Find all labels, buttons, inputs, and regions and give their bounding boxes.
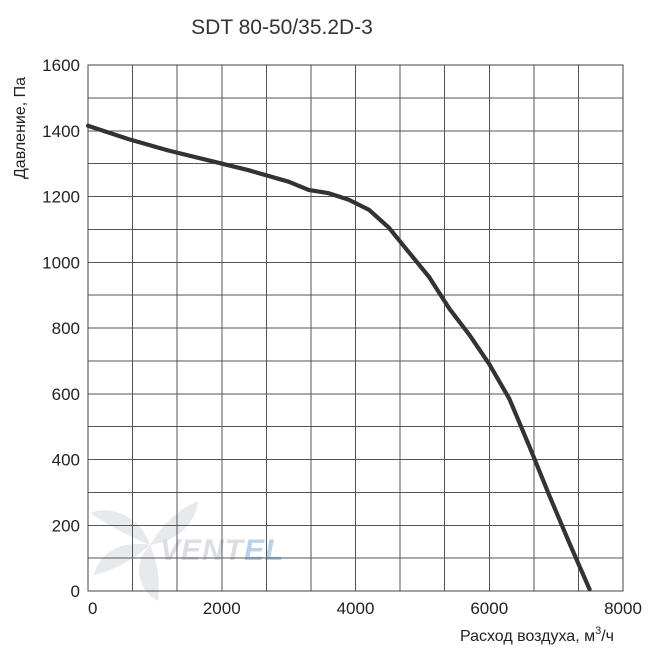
watermark-brand-accent: EL [244, 534, 284, 567]
y-tick-label: 600 [52, 385, 80, 404]
y-tick-label: 800 [52, 319, 80, 338]
x-tick-label: 2000 [203, 599, 241, 618]
y-tick-labels: 0 200 400 600 800 1000 1200 1400 1600 [42, 56, 80, 601]
y-tick-label: 0 [71, 582, 80, 601]
series-curve [85, 123, 592, 592]
fan-logo-icon [90, 501, 198, 601]
y-tick-label: 400 [52, 451, 80, 470]
x-tick-label: 6000 [470, 599, 508, 618]
y-tick-label: 200 [52, 516, 80, 535]
x-axis-label-sup: 3 [595, 625, 601, 637]
x-tick-label: 8000 [604, 599, 642, 618]
plot-frame [87, 64, 624, 592]
x-tick-labels: 0 2000 4000 6000 8000 [88, 599, 642, 618]
y-axis-label: Давление, Па [12, 77, 29, 179]
y-tick-label: 1600 [42, 56, 80, 75]
x-tick-label: 4000 [337, 599, 375, 618]
x-axis-label-main: Расход воздуха, м [460, 628, 595, 645]
y-tick-label: 1000 [42, 253, 80, 272]
grid [88, 65, 623, 591]
x-tick-label: 0 [88, 599, 97, 618]
watermark: VENTEL [90, 501, 284, 601]
y-tick-label: 1200 [42, 188, 80, 207]
watermark-brand-main: VENT [160, 534, 246, 567]
x-axis-label-tail: /ч [601, 628, 614, 645]
y-tick-label: 1400 [42, 122, 80, 141]
chart-title: SDT 80-50/35.2D-3 [191, 16, 373, 39]
watermark-brand: VENTEL [160, 534, 284, 567]
x-axis-label: Расход воздуха, м3/ч [460, 625, 614, 645]
